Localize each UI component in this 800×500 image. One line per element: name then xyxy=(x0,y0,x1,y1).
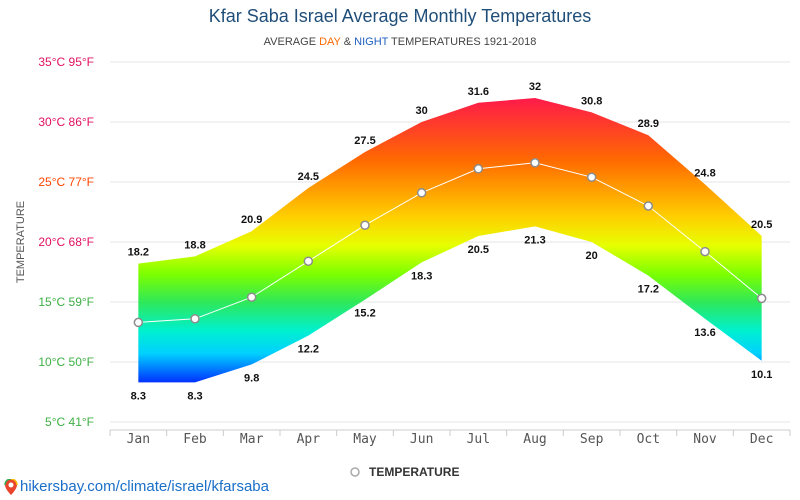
legend-marker xyxy=(350,467,360,477)
day-value-label: 18.2 xyxy=(128,247,149,259)
day-value-label: 32 xyxy=(529,81,541,93)
x-tick-label: Dec xyxy=(750,432,773,447)
subtitle-prefix: AVERAGE xyxy=(263,36,320,48)
temperature-band xyxy=(138,98,762,383)
y-axis-label: TEMPERATURE xyxy=(15,201,27,283)
source-link[interactable]: hikersbay.com/climate/israel/kfarsaba xyxy=(4,478,269,495)
subtitle-amp: & xyxy=(340,36,355,48)
day-value-label: 18.8 xyxy=(184,239,205,251)
x-axis: Jan Feb Mar Apr May Jun Jul Aug Sep Oct Nov Dec xyxy=(109,429,791,447)
night-value-label: 8.3 xyxy=(187,390,202,402)
y-tick-label: 35°C 95°F xyxy=(38,55,94,69)
y-tick-label: 10°C 50°F xyxy=(38,355,94,369)
source-link-text[interactable]: hikersbay.com/climate/israel/kfarsaba xyxy=(20,478,269,495)
night-value-label: 10.1 xyxy=(751,369,772,381)
average-line xyxy=(133,158,767,328)
subtitle-day: DAY xyxy=(319,36,341,48)
subtitle-suffix: TEMPERATURES 1921-2018 xyxy=(388,36,537,48)
y-tick-label: 25°C 77°F xyxy=(38,175,94,189)
y-tick-label: 30°C 86°F xyxy=(38,115,94,129)
day-value-label: 20.5 xyxy=(751,219,772,231)
x-tick-label: Jun xyxy=(410,432,433,447)
night-value-label: 20.5 xyxy=(468,244,489,256)
x-tick-label: Apr xyxy=(297,432,321,447)
average-temperature-point[interactable] xyxy=(133,317,144,328)
average-temperature-point[interactable] xyxy=(756,293,767,304)
x-tick-label: May xyxy=(353,432,377,447)
day-value-label: 24.8 xyxy=(694,167,715,179)
x-tick-label: Sep xyxy=(580,432,604,447)
x-tick-label: Mar xyxy=(240,432,264,447)
data-labels: 18.2 18.8 20.9 24.5 27.5 30 31.6 32 30.8 28.9 24.8… xyxy=(128,81,773,402)
night-value-label: 13.6 xyxy=(694,327,715,339)
day-value-label: 28.9 xyxy=(638,118,659,130)
temperature-band-area xyxy=(138,98,762,383)
average-temperature-point[interactable] xyxy=(190,314,200,324)
y-tick-label: 20°C 68°F xyxy=(38,235,94,249)
x-tick-label: Aug xyxy=(523,432,546,447)
legend-label: TEMPERATURE xyxy=(369,465,459,479)
night-value-label: 15.2 xyxy=(354,308,375,320)
night-value-label: 8.3 xyxy=(131,390,146,402)
average-temperature-point[interactable] xyxy=(416,188,427,198)
location-pin-icon xyxy=(4,478,18,495)
night-value-label: 20 xyxy=(586,250,598,262)
x-tick-label: Oct xyxy=(637,432,660,447)
chart-subtitle: AVERAGE DAY & NIGHT TEMPERATURES 1921-20… xyxy=(0,36,800,48)
x-tick-label: Nov xyxy=(693,432,717,447)
y-axis-ticks: 35°C 95°F 30°C 86°F 25°C 77°F 20°C 68°F 15°C… xyxy=(38,55,94,429)
night-value-label: 21.3 xyxy=(524,234,545,246)
legend[interactable]: TEMPERATURE xyxy=(350,465,459,479)
chart-title: Kfar Saba Israel Average Monthly Tempera… xyxy=(208,6,592,26)
y-tick-label: 15°C 59°F xyxy=(38,295,94,309)
average-temperature-point[interactable] xyxy=(700,246,710,257)
y-tick-label: 5°C 41°F xyxy=(45,415,94,429)
average-temperature-point[interactable] xyxy=(246,292,257,302)
subtitle-night: NIGHT xyxy=(354,36,389,48)
average-temperature-point[interactable] xyxy=(473,164,484,174)
day-value-label: 20.9 xyxy=(241,214,262,226)
night-value-label: 17.2 xyxy=(638,284,659,296)
day-value-label: 24.5 xyxy=(298,171,319,183)
day-value-label: 31.6 xyxy=(468,86,489,98)
night-value-label: 9.8 xyxy=(244,372,259,384)
day-value-label: 30.8 xyxy=(581,95,602,107)
night-value-label: 12.2 xyxy=(298,344,319,356)
x-tick-label: Feb xyxy=(183,432,207,447)
x-tick-label: Jan xyxy=(127,432,150,447)
night-value-label: 18.3 xyxy=(411,270,432,282)
day-value-label: 27.5 xyxy=(354,135,375,147)
average-temperature-point[interactable] xyxy=(586,172,597,182)
average-temperature-line xyxy=(138,162,762,323)
x-tick-label: Jul xyxy=(467,432,490,447)
average-temperature-point[interactable] xyxy=(303,256,314,266)
average-temperature-point[interactable] xyxy=(530,158,540,168)
average-temperature-point[interactable] xyxy=(643,201,654,211)
day-value-label: 30 xyxy=(416,105,428,117)
average-temperature-point[interactable] xyxy=(360,220,370,230)
